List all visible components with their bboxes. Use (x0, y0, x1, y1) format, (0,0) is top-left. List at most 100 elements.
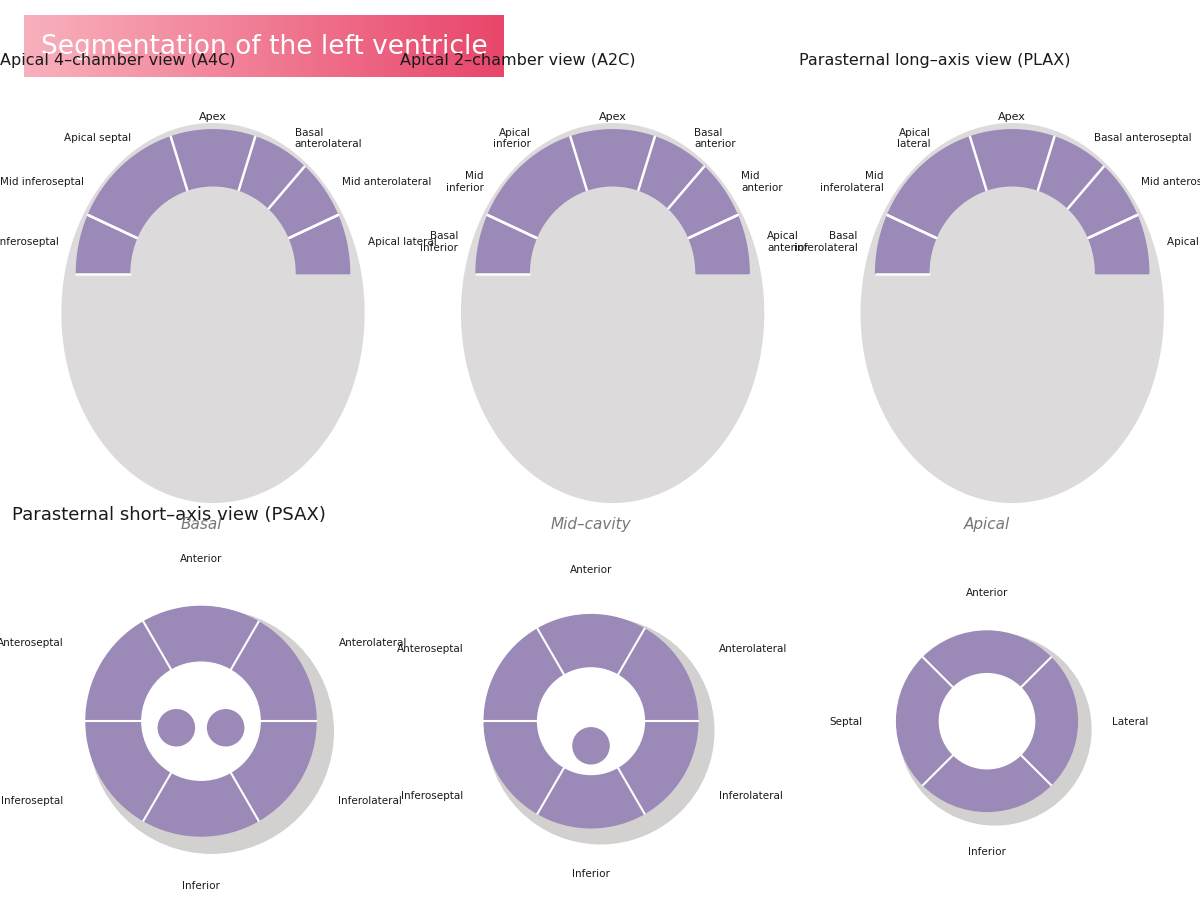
Bar (266, 16, 269, 78)
Circle shape (940, 674, 1034, 769)
Bar (190, 16, 192, 78)
Polygon shape (668, 167, 737, 239)
Polygon shape (62, 125, 364, 503)
Bar (437, 16, 439, 78)
Bar (348, 16, 350, 78)
Bar (228, 16, 230, 78)
Wedge shape (923, 755, 1051, 811)
Bar (334, 16, 336, 78)
Bar (168, 16, 170, 78)
Bar (211, 16, 214, 78)
Text: Inferior: Inferior (572, 868, 610, 879)
Text: Basal
inferior: Basal inferior (420, 231, 458, 253)
Text: Apex: Apex (199, 112, 227, 121)
Bar (288, 16, 290, 78)
Bar (475, 16, 478, 78)
Bar (146, 16, 149, 78)
Polygon shape (970, 130, 1055, 191)
Bar (271, 16, 274, 78)
Polygon shape (488, 167, 557, 239)
Polygon shape (269, 167, 337, 239)
Bar (396, 16, 398, 78)
Bar (278, 16, 281, 78)
Bar (362, 16, 365, 78)
Polygon shape (570, 130, 655, 191)
Bar (94, 16, 96, 78)
Bar (482, 16, 485, 78)
Bar (65, 16, 67, 78)
Bar (214, 16, 216, 78)
Circle shape (899, 634, 1091, 825)
Bar (336, 16, 338, 78)
Polygon shape (476, 216, 536, 275)
Bar (50, 16, 53, 78)
Bar (326, 16, 329, 78)
Bar (137, 16, 139, 78)
Bar (235, 16, 238, 78)
Bar (72, 16, 74, 78)
Wedge shape (1021, 658, 1078, 785)
Text: Mid
inferior: Mid inferior (446, 171, 484, 193)
Bar (466, 16, 468, 78)
Bar (300, 16, 302, 78)
Bar (26, 16, 29, 78)
Bar (113, 16, 115, 78)
Bar (305, 16, 307, 78)
Bar (62, 16, 65, 78)
Bar (473, 16, 475, 78)
Bar (350, 16, 353, 78)
Polygon shape (934, 385, 1091, 460)
Text: Inferior: Inferior (968, 845, 1006, 856)
Bar (48, 16, 50, 78)
Polygon shape (121, 138, 187, 210)
Bar (401, 16, 403, 78)
Wedge shape (144, 773, 258, 836)
Bar (194, 16, 197, 78)
Bar (41, 16, 43, 78)
Text: Inferolateral: Inferolateral (719, 790, 782, 800)
Bar (492, 16, 494, 78)
Polygon shape (521, 138, 587, 210)
Wedge shape (86, 721, 172, 821)
Bar (89, 16, 91, 78)
Text: Lateral: Lateral (1111, 717, 1148, 726)
Text: Segmentation of the left ventricle: Segmentation of the left ventricle (41, 34, 487, 60)
Bar (60, 16, 62, 78)
Polygon shape (946, 395, 998, 450)
Bar (281, 16, 283, 78)
Text: Inferoseptal: Inferoseptal (401, 790, 463, 800)
Bar (96, 16, 98, 78)
Polygon shape (534, 385, 691, 460)
Bar (434, 16, 437, 78)
Bar (206, 16, 209, 78)
Bar (118, 16, 120, 78)
Bar (290, 16, 293, 78)
Polygon shape (187, 395, 239, 450)
Bar (425, 16, 427, 78)
Bar (358, 16, 360, 78)
Bar (329, 16, 331, 78)
Text: Apical anterior: Apical anterior (1166, 237, 1200, 246)
Text: Anterior: Anterior (180, 553, 222, 563)
Bar (454, 16, 456, 78)
Bar (132, 16, 134, 78)
Text: Anterior: Anterior (966, 587, 1008, 597)
Bar (341, 16, 343, 78)
Bar (223, 16, 226, 78)
Bar (394, 16, 396, 78)
Bar (142, 16, 144, 78)
Bar (218, 16, 221, 78)
Polygon shape (1026, 395, 1079, 450)
Text: Apical lateral: Apical lateral (367, 237, 437, 246)
Text: Anteroseptal: Anteroseptal (0, 637, 64, 647)
Bar (353, 16, 355, 78)
Bar (370, 16, 372, 78)
Polygon shape (462, 125, 763, 503)
Bar (372, 16, 374, 78)
Text: Basal
inferolateral: Basal inferolateral (793, 231, 858, 253)
Text: Inferior: Inferior (182, 879, 220, 890)
Bar (382, 16, 384, 78)
Bar (247, 16, 250, 78)
Bar (456, 16, 458, 78)
Polygon shape (77, 216, 137, 275)
